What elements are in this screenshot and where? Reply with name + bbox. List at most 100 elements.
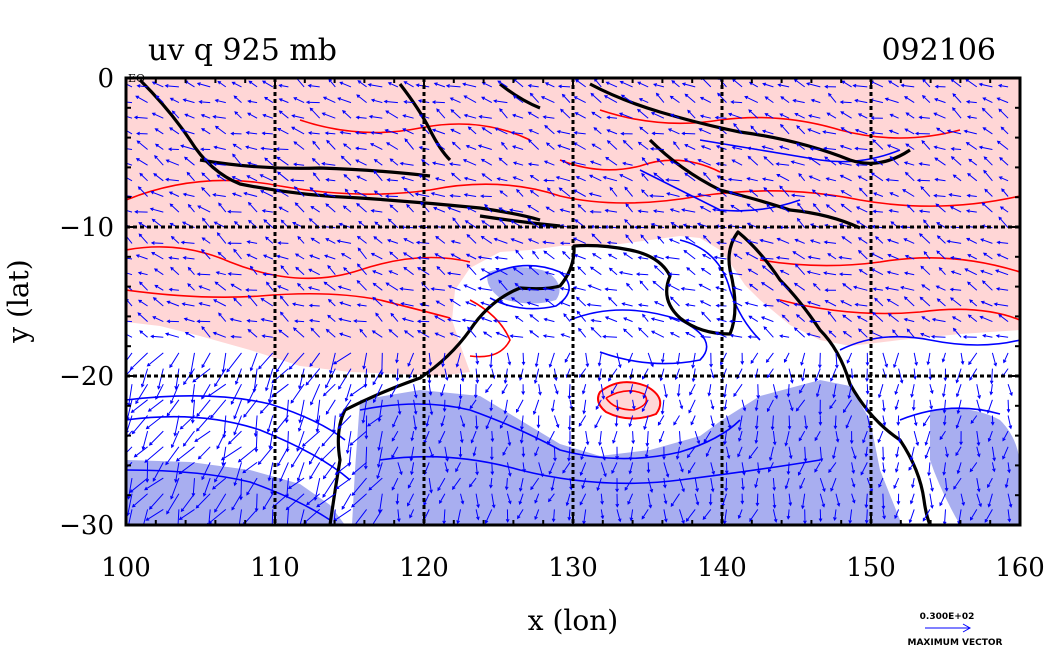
wind-vector [277, 171, 289, 182]
wind-vector [296, 430, 305, 452]
wind-vector [737, 446, 743, 458]
wind-vector [521, 446, 526, 458]
wind-vector [246, 477, 258, 496]
x-tick-label: 150 [846, 553, 896, 583]
wind-vector [190, 384, 195, 404]
wind-vector [934, 157, 946, 166]
wind-vector [724, 478, 729, 492]
wind-vector [428, 478, 433, 494]
wind-vector [730, 238, 743, 244]
wind-vector [494, 255, 508, 260]
wind-vector [409, 446, 415, 462]
wind-vector [701, 311, 712, 322]
wind-vector [668, 316, 680, 323]
wind-vector [390, 312, 399, 322]
wind-vector [923, 250, 931, 260]
wind-vector [291, 446, 305, 468]
wind-vector [663, 509, 668, 523]
wind-vector [986, 399, 993, 414]
wind-vector [807, 128, 821, 135]
corner-label: EQ [128, 72, 145, 85]
wind-vector [680, 286, 696, 291]
wind-vector [768, 462, 774, 473]
wind-vector [681, 82, 696, 88]
wind-vector [691, 352, 696, 369]
wind-vector [747, 268, 759, 276]
wind-vector [849, 431, 854, 445]
wind-vector [635, 272, 649, 277]
wind-vector [435, 300, 446, 307]
wind-vector [551, 509, 556, 523]
wind-vector [463, 176, 477, 182]
wind-vector [756, 462, 761, 475]
wind-vector [967, 281, 978, 291]
wind-vector [311, 157, 321, 166]
wind-vector [390, 383, 399, 399]
wind-vector [136, 131, 148, 136]
wind-vector [391, 446, 399, 459]
wind-vector [355, 131, 367, 135]
wind-vector [169, 97, 180, 104]
wind-vector [477, 144, 492, 150]
wind-vector [889, 113, 899, 119]
wind-vector [406, 203, 414, 213]
wind-vector [493, 237, 508, 244]
wind-vector [838, 272, 852, 277]
wind-vector [976, 431, 981, 447]
wind-vector [611, 462, 618, 475]
wind-vector [194, 430, 211, 442]
wind-vector [918, 209, 930, 214]
wind-vector [808, 156, 821, 166]
wind-vector [567, 415, 572, 431]
wind-vector [572, 237, 586, 244]
wind-vector [714, 331, 727, 338]
wind-vector [168, 256, 179, 260]
wind-vector [847, 384, 853, 400]
wind-vector [522, 462, 526, 473]
wind-vector [790, 160, 805, 166]
wind-vector [882, 415, 887, 427]
wind-vector [955, 368, 962, 384]
wind-vector [402, 128, 414, 135]
wind-vector [921, 94, 931, 103]
wind-vector [990, 415, 995, 426]
wind-vector [936, 235, 946, 244]
wind-vector [499, 415, 508, 429]
wind-vector [166, 399, 180, 417]
wind-vector [697, 192, 711, 197]
wind-vector [746, 239, 758, 244]
wind-vector [814, 462, 821, 473]
wind-vector [588, 174, 602, 182]
wind-vector [607, 253, 618, 260]
wind-vector [799, 477, 806, 490]
wind-vector [746, 177, 758, 182]
wind-vector [530, 477, 540, 491]
wind-vector [148, 493, 164, 510]
wind-vector [391, 430, 399, 442]
wind-vector [886, 298, 899, 307]
wind-vector [741, 478, 745, 491]
wind-vector [950, 256, 962, 260]
wind-vector [202, 477, 211, 497]
wind-vector [666, 192, 680, 197]
wind-vector [577, 204, 587, 213]
wind-vector [516, 188, 524, 197]
wind-vector [795, 399, 806, 412]
wind-vector [996, 240, 1009, 245]
wind-vector [558, 187, 571, 197]
wind-vector [309, 186, 321, 197]
wind-vector [403, 330, 414, 338]
wind-vector [681, 208, 696, 213]
wind-vector [460, 368, 465, 383]
wind-vector [942, 399, 947, 414]
wind-vector [186, 171, 195, 182]
wind-vector [295, 266, 305, 276]
wind-vector [349, 430, 367, 446]
wind-vector [449, 298, 461, 307]
wind-vector [872, 159, 884, 166]
wind-vector [247, 328, 258, 338]
wind-vector [812, 282, 821, 291]
wind-vector [976, 384, 981, 400]
wind-vector [207, 509, 227, 525]
wind-vector [572, 286, 586, 291]
